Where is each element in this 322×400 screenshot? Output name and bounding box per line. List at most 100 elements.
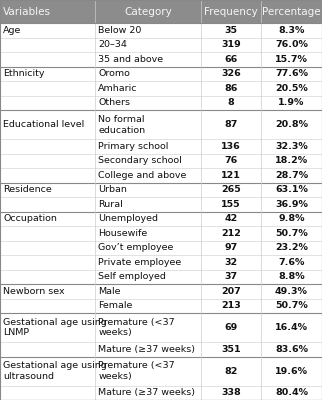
Bar: [0, 183, 322, 197]
Text: Educational level: Educational level: [3, 120, 84, 129]
Text: 86: 86: [224, 84, 238, 93]
Text: Male: Male: [98, 287, 121, 296]
Text: Newborn sex: Newborn sex: [3, 287, 65, 296]
Text: 97: 97: [224, 243, 238, 252]
Text: 121: 121: [221, 171, 241, 180]
Text: Unemployed: Unemployed: [98, 214, 158, 223]
Bar: [0, 38, 322, 52]
Text: 35 and above: 35 and above: [98, 55, 163, 64]
Text: 338: 338: [221, 388, 241, 397]
Text: 76: 76: [224, 156, 238, 165]
Text: 7.6%: 7.6%: [278, 258, 305, 267]
Bar: [0, 154, 322, 168]
Text: 9.8%: 9.8%: [278, 214, 305, 223]
Text: Mature (≥37 weeks): Mature (≥37 weeks): [98, 388, 195, 397]
Text: 8.3%: 8.3%: [278, 26, 305, 35]
Text: Occupation: Occupation: [3, 214, 57, 223]
Text: 35: 35: [224, 26, 238, 35]
Bar: [0, 197, 322, 212]
Text: Category: Category: [124, 7, 172, 17]
Text: Variables: Variables: [3, 7, 51, 17]
Text: 50.7%: 50.7%: [275, 229, 308, 238]
Text: 319: 319: [221, 40, 241, 50]
Text: Percentage: Percentage: [262, 7, 321, 17]
Text: 20–34: 20–34: [98, 40, 127, 50]
Text: Gov’t employee: Gov’t employee: [98, 243, 174, 252]
Bar: [0, 168, 322, 183]
Text: Mature (≥37 weeks): Mature (≥37 weeks): [98, 345, 195, 354]
Bar: [0, 110, 322, 139]
Text: Premature (<37
weeks): Premature (<37 weeks): [98, 361, 175, 381]
Bar: [0, 255, 322, 270]
Bar: [0, 386, 322, 400]
Text: Primary school: Primary school: [98, 142, 169, 151]
Text: Private employee: Private employee: [98, 258, 182, 267]
Text: 76.0%: 76.0%: [275, 40, 308, 50]
Text: 82: 82: [224, 366, 238, 376]
Text: Frequency: Frequency: [204, 7, 258, 17]
Text: 50.7%: 50.7%: [275, 301, 308, 310]
Text: Others: Others: [98, 98, 130, 108]
Bar: [0, 284, 322, 298]
Text: Female: Female: [98, 301, 133, 310]
Text: 32: 32: [224, 258, 238, 267]
Bar: [0, 67, 322, 81]
Text: 207: 207: [221, 287, 241, 296]
Text: 19.6%: 19.6%: [275, 366, 308, 376]
Text: Gestational age using
LNMP: Gestational age using LNMP: [3, 318, 107, 338]
Text: 77.6%: 77.6%: [275, 70, 308, 78]
Bar: [0, 0, 322, 23]
Bar: [0, 139, 322, 154]
Text: 20.8%: 20.8%: [275, 120, 308, 129]
Text: 15.7%: 15.7%: [275, 55, 308, 64]
Text: 80.4%: 80.4%: [275, 388, 308, 397]
Text: 42: 42: [224, 214, 238, 223]
Text: Urban: Urban: [98, 185, 127, 194]
Text: Residence: Residence: [3, 185, 52, 194]
Text: 212: 212: [221, 229, 241, 238]
Bar: [0, 212, 322, 226]
Text: 32.3%: 32.3%: [275, 142, 308, 151]
Text: 1.9%: 1.9%: [278, 98, 305, 108]
Text: Amharic: Amharic: [98, 84, 138, 93]
Bar: [0, 96, 322, 110]
Text: College and above: College and above: [98, 171, 186, 180]
Bar: [0, 313, 322, 342]
Text: 28.7%: 28.7%: [275, 171, 308, 180]
Text: Below 20: Below 20: [98, 26, 142, 35]
Bar: [0, 270, 322, 284]
Text: 23.2%: 23.2%: [275, 243, 308, 252]
Bar: [0, 23, 322, 38]
Bar: [0, 342, 322, 356]
Text: Ethnicity: Ethnicity: [3, 70, 45, 78]
Text: Oromo: Oromo: [98, 70, 130, 78]
Text: 66: 66: [224, 55, 238, 64]
Bar: [0, 52, 322, 67]
Text: Age: Age: [3, 26, 22, 35]
Text: No formal
education: No formal education: [98, 115, 145, 134]
Bar: [0, 356, 322, 386]
Bar: [0, 226, 322, 240]
Text: 87: 87: [224, 120, 238, 129]
Text: 265: 265: [221, 185, 241, 194]
Text: 36.9%: 36.9%: [275, 200, 308, 209]
Text: 136: 136: [221, 142, 241, 151]
Text: Gestational age using
ultrasound: Gestational age using ultrasound: [3, 361, 107, 381]
Bar: [0, 81, 322, 96]
Text: 326: 326: [221, 70, 241, 78]
Bar: [0, 240, 322, 255]
Text: Rural: Rural: [98, 200, 123, 209]
Text: 16.4%: 16.4%: [275, 323, 308, 332]
Text: Secondary school: Secondary school: [98, 156, 182, 165]
Text: Self employed: Self employed: [98, 272, 166, 281]
Text: 49.3%: 49.3%: [275, 287, 308, 296]
Text: Premature (<37
weeks): Premature (<37 weeks): [98, 318, 175, 338]
Text: 20.5%: 20.5%: [275, 84, 308, 93]
Text: 351: 351: [221, 345, 241, 354]
Text: Housewife: Housewife: [98, 229, 147, 238]
Text: 69: 69: [224, 323, 238, 332]
Text: 63.1%: 63.1%: [275, 185, 308, 194]
Text: 83.6%: 83.6%: [275, 345, 308, 354]
Text: 213: 213: [221, 301, 241, 310]
Text: 37: 37: [224, 272, 238, 281]
